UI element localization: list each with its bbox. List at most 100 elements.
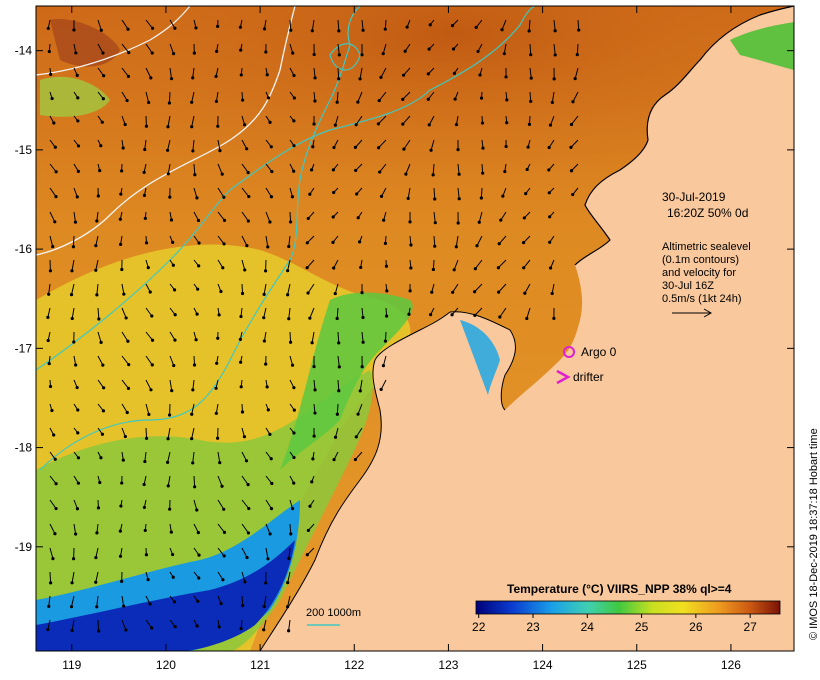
velocity-arrow: [357, 403, 363, 415]
velocity-arrow: [144, 451, 147, 462]
colorbar-tick-label: 27: [743, 620, 757, 634]
velocity-arrow-head: [429, 148, 433, 152]
velocity-arrow-head: [126, 27, 130, 31]
velocity-arrow-head: [95, 293, 99, 297]
velocity-arrow-head: [269, 195, 273, 199]
velocity-arrow-head: [379, 194, 384, 198]
velocity-arrow-head: [246, 170, 250, 175]
lat-tick-label: -18: [15, 441, 33, 455]
velocity-arrow-head: [215, 361, 219, 365]
velocity-arrow-head: [214, 386, 218, 390]
colorbar-tick-label: 22: [472, 620, 486, 634]
velocity-arrow-head: [75, 195, 79, 199]
velocity-arrow-head: [50, 96, 54, 101]
lat-tick-label: -19: [15, 540, 33, 554]
velocity-arrow-head: [290, 363, 295, 367]
velocity-arrow-head: [247, 506, 251, 511]
velocity-arrow-head: [193, 173, 197, 177]
velocity-arrow-head: [246, 482, 250, 487]
velocity-arrow: [73, 523, 77, 535]
velocity-arrow-head: [121, 146, 125, 150]
velocity-arrow-head: [102, 386, 106, 390]
colorbar: [475, 600, 781, 615]
velocity-arrow: [498, 235, 507, 245]
velocity-arrow-head: [192, 363, 197, 367]
velocity-arrow-head: [429, 312, 433, 317]
velocity-arrow: [49, 523, 56, 534]
velocity-arrow-head: [476, 49, 480, 54]
velocity-arrow-head: [217, 625, 221, 629]
velocity-arrow-head: [427, 123, 431, 127]
velocity-arrow-head: [76, 144, 81, 148]
velocity-arrow-head: [312, 122, 316, 126]
velocity-arrow-head: [148, 602, 152, 606]
velocity-arrow-head: [378, 170, 382, 174]
velocity-arrow: [145, 67, 152, 79]
velocity-arrow-head: [269, 507, 274, 511]
velocity-arrow: [217, 139, 221, 151]
velocity-arrow-head: [195, 312, 199, 316]
velocity-arrow-head: [191, 76, 195, 80]
velocity-arrow: [241, 235, 248, 246]
velocity-arrow-head: [266, 96, 271, 100]
velocity-arrow: [307, 283, 315, 294]
velocity-arrow-head: [194, 338, 198, 342]
velocity-arrow-head: [269, 457, 273, 461]
velocity-arrow: [169, 379, 173, 391]
velocity-arrow: [96, 283, 99, 295]
velocity-arrow: [287, 571, 291, 583]
velocity-arrow: [217, 187, 225, 198]
velocity-arrow-head: [246, 531, 251, 535]
velocity-arrow: [241, 499, 250, 509]
velocity-arrow-head: [142, 193, 147, 197]
velocity-arrow: [47, 307, 51, 318]
velocity-arrow-head: [191, 461, 195, 465]
velocity-arrow-head: [239, 360, 243, 364]
velocity-arrow-head: [311, 145, 315, 149]
velocity-arrow-head: [337, 341, 341, 345]
velocity-arrow-head: [262, 339, 266, 343]
velocity-arrow-head: [402, 147, 406, 151]
velocity-arrow-head: [433, 244, 437, 248]
velocity-arrow-head: [265, 73, 269, 77]
argo-marker: [563, 346, 575, 358]
velocity-arrow: [167, 163, 171, 174]
velocity-arrow-head: [190, 437, 194, 441]
velocity-arrow-head: [193, 485, 197, 489]
velocity-arrow-head: [409, 266, 413, 270]
velocity-arrow-head: [497, 242, 501, 246]
velocity-arrow-head: [127, 50, 131, 55]
velocity-arrow-head: [308, 504, 312, 508]
velocity-arrow-head: [379, 387, 383, 391]
velocity-arrow-head: [100, 120, 104, 124]
velocity-arrow-head: [548, 123, 553, 127]
velocity-arrow-head: [239, 314, 243, 319]
velocity-arrow-head: [245, 555, 249, 560]
velocity-arrow: [193, 523, 199, 533]
velocity-arrow-head: [74, 363, 78, 367]
velocity-arrow-head: [125, 410, 129, 415]
velocity-arrow: [289, 19, 292, 31]
velocity-arrow-head: [383, 241, 388, 245]
velocity-arrow: [474, 283, 483, 293]
velocity-arrow-head: [167, 413, 172, 417]
velocity-arrow-head: [479, 196, 483, 200]
velocity-arrow: [289, 523, 292, 534]
velocity-arrow-head: [120, 267, 124, 272]
velocity-arrow-head: [240, 291, 245, 296]
velocity-arrow-head: [292, 408, 296, 412]
sealevel-line: 0.5m/s (1kt 24h): [662, 293, 742, 305]
velocity-arrow-head: [451, 290, 455, 294]
velocity-arrow-head: [122, 604, 126, 608]
velocity-arrow-head: [142, 170, 146, 175]
velocity-arrow: [379, 163, 387, 173]
velocity-arrow: [474, 259, 483, 270]
velocity-arrow-head: [290, 507, 295, 511]
velocity-arrow-head: [452, 268, 456, 272]
lon-tick-label: 119: [62, 658, 81, 672]
velocity-arrow: [73, 211, 76, 223]
velocity-arrow-head: [75, 73, 79, 78]
velocity-arrow-head: [99, 28, 103, 32]
velocity-arrow-head: [102, 74, 106, 78]
coastline-north: [574, 6, 794, 266]
